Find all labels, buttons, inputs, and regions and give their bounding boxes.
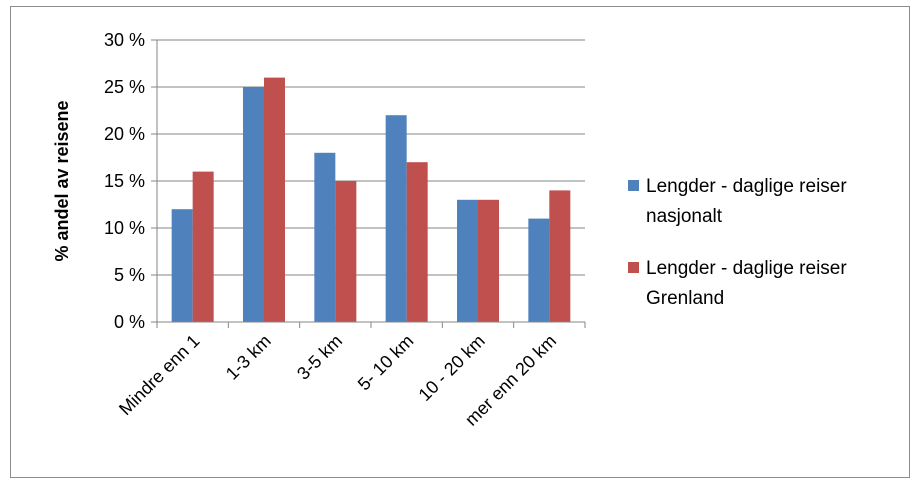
bar-grenland	[406, 162, 428, 322]
bar-grenland	[549, 190, 571, 322]
bar-nasjonalt	[457, 199, 478, 322]
gridlines	[157, 39, 585, 276]
legend-label: Lengder - daglige reiser	[646, 258, 847, 279]
y-tick-label: 10 %	[104, 218, 145, 238]
legend-label: Grenland	[646, 288, 724, 309]
bar-grenland	[192, 171, 214, 322]
legend-label: nasjonalt	[646, 206, 723, 227]
x-tick-label: 1-3 km	[222, 331, 275, 384]
legend: Lengder - daglige reiser nasjonalt Lengder…	[628, 176, 847, 309]
y-tick-label: 0 %	[114, 312, 145, 332]
x-tick-label: 5- 10 km	[354, 331, 418, 395]
y-tick-label: 25 %	[104, 77, 145, 97]
bar-grenland	[264, 77, 285, 322]
bar-nasjonalt	[385, 115, 407, 322]
axes	[151, 39, 586, 328]
y-axis-title: % andel av reisene	[52, 100, 72, 261]
bar-nasjonalt	[171, 209, 193, 322]
y-tick-labels: 0 % 5 % 10 % 15 % 20 % 25 % 30 %	[104, 30, 145, 332]
y-tick-label: 5 %	[114, 265, 145, 285]
x-tick-label: 10 - 20 km	[415, 331, 489, 405]
bar-nasjonalt	[243, 87, 264, 322]
bar-grenland	[478, 199, 499, 322]
bars	[171, 77, 571, 322]
x-tick-label: 3-5 km	[293, 331, 346, 384]
x-tick-label: Mindre enn 1	[115, 331, 203, 419]
y-tick-label: 30 %	[104, 30, 145, 50]
y-tick-label: 20 %	[104, 124, 145, 144]
bar-grenland	[335, 181, 357, 322]
bar-nasjonalt	[314, 152, 336, 322]
bar-nasjonalt	[528, 218, 550, 322]
legend-swatch	[628, 180, 639, 191]
y-tick-label: 15 %	[104, 171, 145, 191]
legend-swatch	[628, 262, 639, 273]
legend-label: Lengder - daglige reiser	[646, 176, 847, 197]
